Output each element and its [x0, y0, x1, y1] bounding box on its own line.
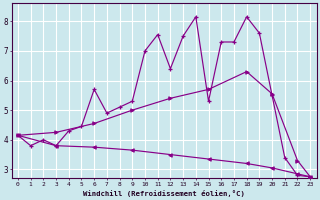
X-axis label: Windchill (Refroidissement éolien,°C): Windchill (Refroidissement éolien,°C)	[83, 190, 245, 197]
